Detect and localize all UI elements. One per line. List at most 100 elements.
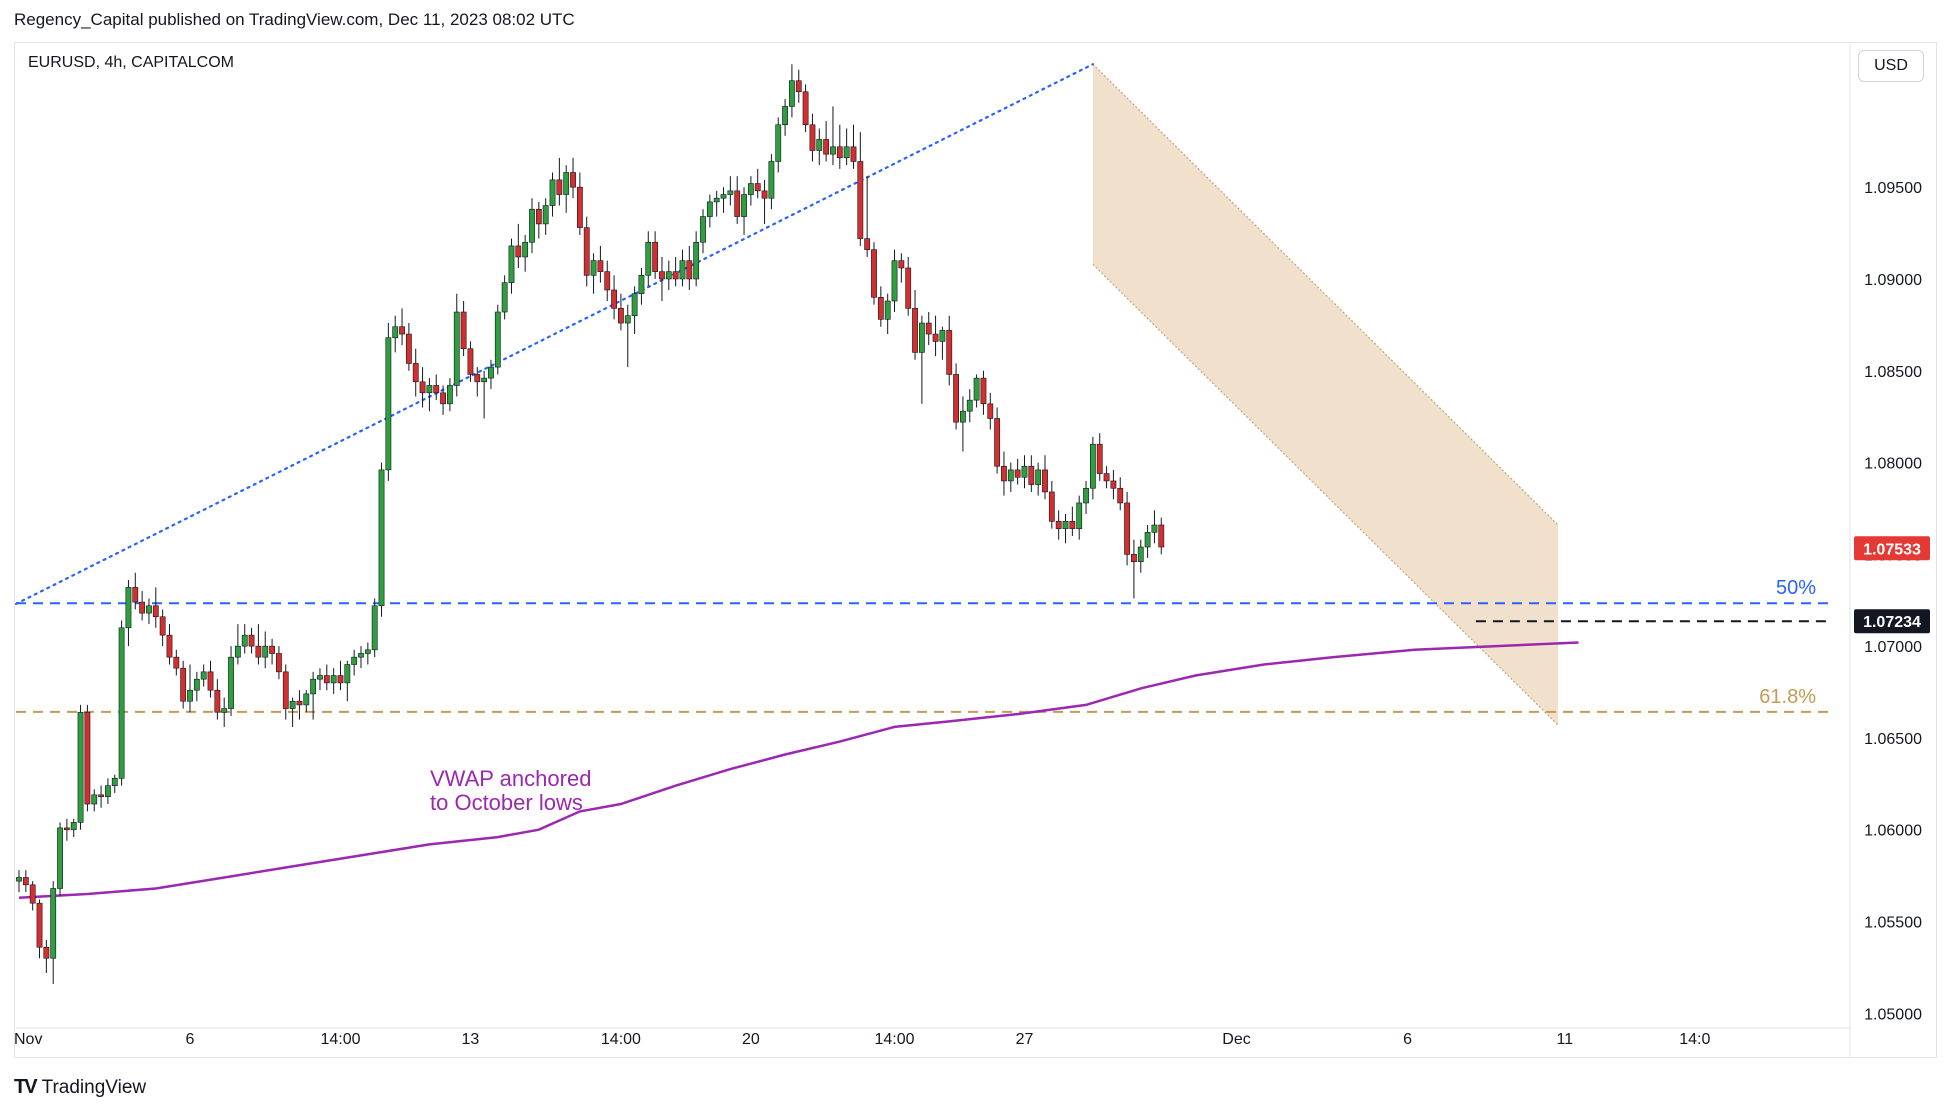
candle-body: [809, 124, 816, 151]
candle-body: [1158, 524, 1165, 548]
candle: [22, 870, 29, 893]
vwap-label: VWAP anchored: [430, 766, 591, 791]
candle-body: [912, 308, 918, 353]
candle-body: [631, 293, 638, 317]
candle-body: [693, 241, 700, 280]
candle-body: [665, 271, 672, 280]
candle-body: [1076, 502, 1083, 529]
candle-body: [303, 693, 310, 706]
candle-body: [768, 161, 775, 199]
candle: [399, 308, 405, 346]
candle: [912, 290, 918, 360]
candle: [741, 187, 747, 235]
candle: [488, 359, 494, 390]
price-tick-label: 1.05500: [1864, 915, 1922, 932]
candle-body: [481, 377, 488, 383]
candle: [166, 624, 173, 665]
candle: [70, 818, 77, 838]
candle: [946, 315, 953, 386]
candle-body: [262, 645, 269, 658]
candle: [180, 660, 187, 709]
candle: [727, 176, 734, 206]
candle-body: [207, 671, 214, 691]
candle: [624, 304, 631, 368]
candle: [987, 392, 994, 430]
time-tick-label: 14:00: [320, 1031, 360, 1048]
candle-body: [241, 634, 248, 647]
candle-body: [248, 634, 255, 647]
candle-body: [385, 337, 392, 471]
candle: [542, 198, 549, 235]
candle: [433, 374, 440, 401]
candle-body: [296, 700, 303, 706]
candle-body: [802, 91, 809, 126]
candle: [385, 323, 392, 481]
time-tick-label: 11: [1557, 1031, 1574, 1048]
candle-body: [1144, 532, 1151, 548]
time-tick-label: 14:00: [601, 1031, 641, 1048]
candle-body: [255, 645, 262, 658]
candle-body: [474, 374, 481, 383]
candle: [494, 304, 501, 375]
time-tick-label: 14:0: [1679, 1031, 1710, 1048]
candle-body: [214, 689, 221, 713]
candle-body: [125, 587, 132, 629]
candle: [214, 679, 221, 720]
time-tick-label: 14:00: [874, 1031, 914, 1048]
candle-body: [269, 645, 275, 654]
candle-body: [679, 260, 686, 280]
candle-body: [1001, 465, 1007, 482]
candle-body: [16, 877, 22, 882]
currency-button[interactable]: USD: [1858, 50, 1924, 82]
candle-body: [713, 197, 720, 203]
candle: [884, 293, 891, 335]
candle-body: [556, 179, 563, 195]
candle-body: [624, 315, 631, 324]
candle: [111, 774, 118, 794]
candle: [419, 367, 426, 408]
candle-body: [932, 333, 939, 342]
candle-body: [576, 186, 583, 228]
candle-body: [84, 711, 91, 805]
candle-body: [1103, 473, 1110, 482]
candle-body: [720, 194, 727, 199]
tradingview-logo[interactable]: TV TradingView: [14, 1076, 146, 1099]
candle-body: [200, 671, 207, 680]
candle: [535, 201, 542, 239]
candle: [371, 598, 378, 658]
candle: [761, 179, 768, 224]
candle-body: [282, 671, 289, 709]
candle: [1055, 510, 1062, 540]
candle-body: [317, 675, 323, 680]
candle-body: [1083, 487, 1089, 504]
candle: [1151, 510, 1158, 544]
candle-body: [77, 711, 84, 823]
candle: [768, 154, 775, 210]
candle: [960, 396, 966, 452]
candle-body: [638, 275, 645, 294]
candle-body: [36, 902, 43, 948]
candle-body: [501, 282, 508, 313]
candle: [905, 256, 912, 316]
candle-body: [953, 374, 959, 423]
candle-body: [960, 410, 966, 423]
candle-body: [761, 190, 768, 199]
candle: [453, 293, 460, 397]
candle-body: [63, 827, 70, 831]
candle: [713, 190, 720, 217]
candle: [747, 176, 754, 206]
candle-body: [22, 877, 29, 886]
candle: [816, 128, 823, 166]
candle-body: [488, 366, 494, 379]
candle: [980, 370, 987, 415]
candle: [323, 664, 330, 691]
candle: [631, 286, 638, 335]
candle-body: [782, 106, 788, 126]
candle: [262, 631, 269, 669]
candle: [973, 374, 980, 408]
candle-body: [905, 267, 912, 309]
candle-body: [1028, 465, 1035, 485]
symbol-title[interactable]: EURUSD, 4h, CAPITALCOM: [28, 54, 234, 71]
candle-body: [29, 884, 36, 904]
